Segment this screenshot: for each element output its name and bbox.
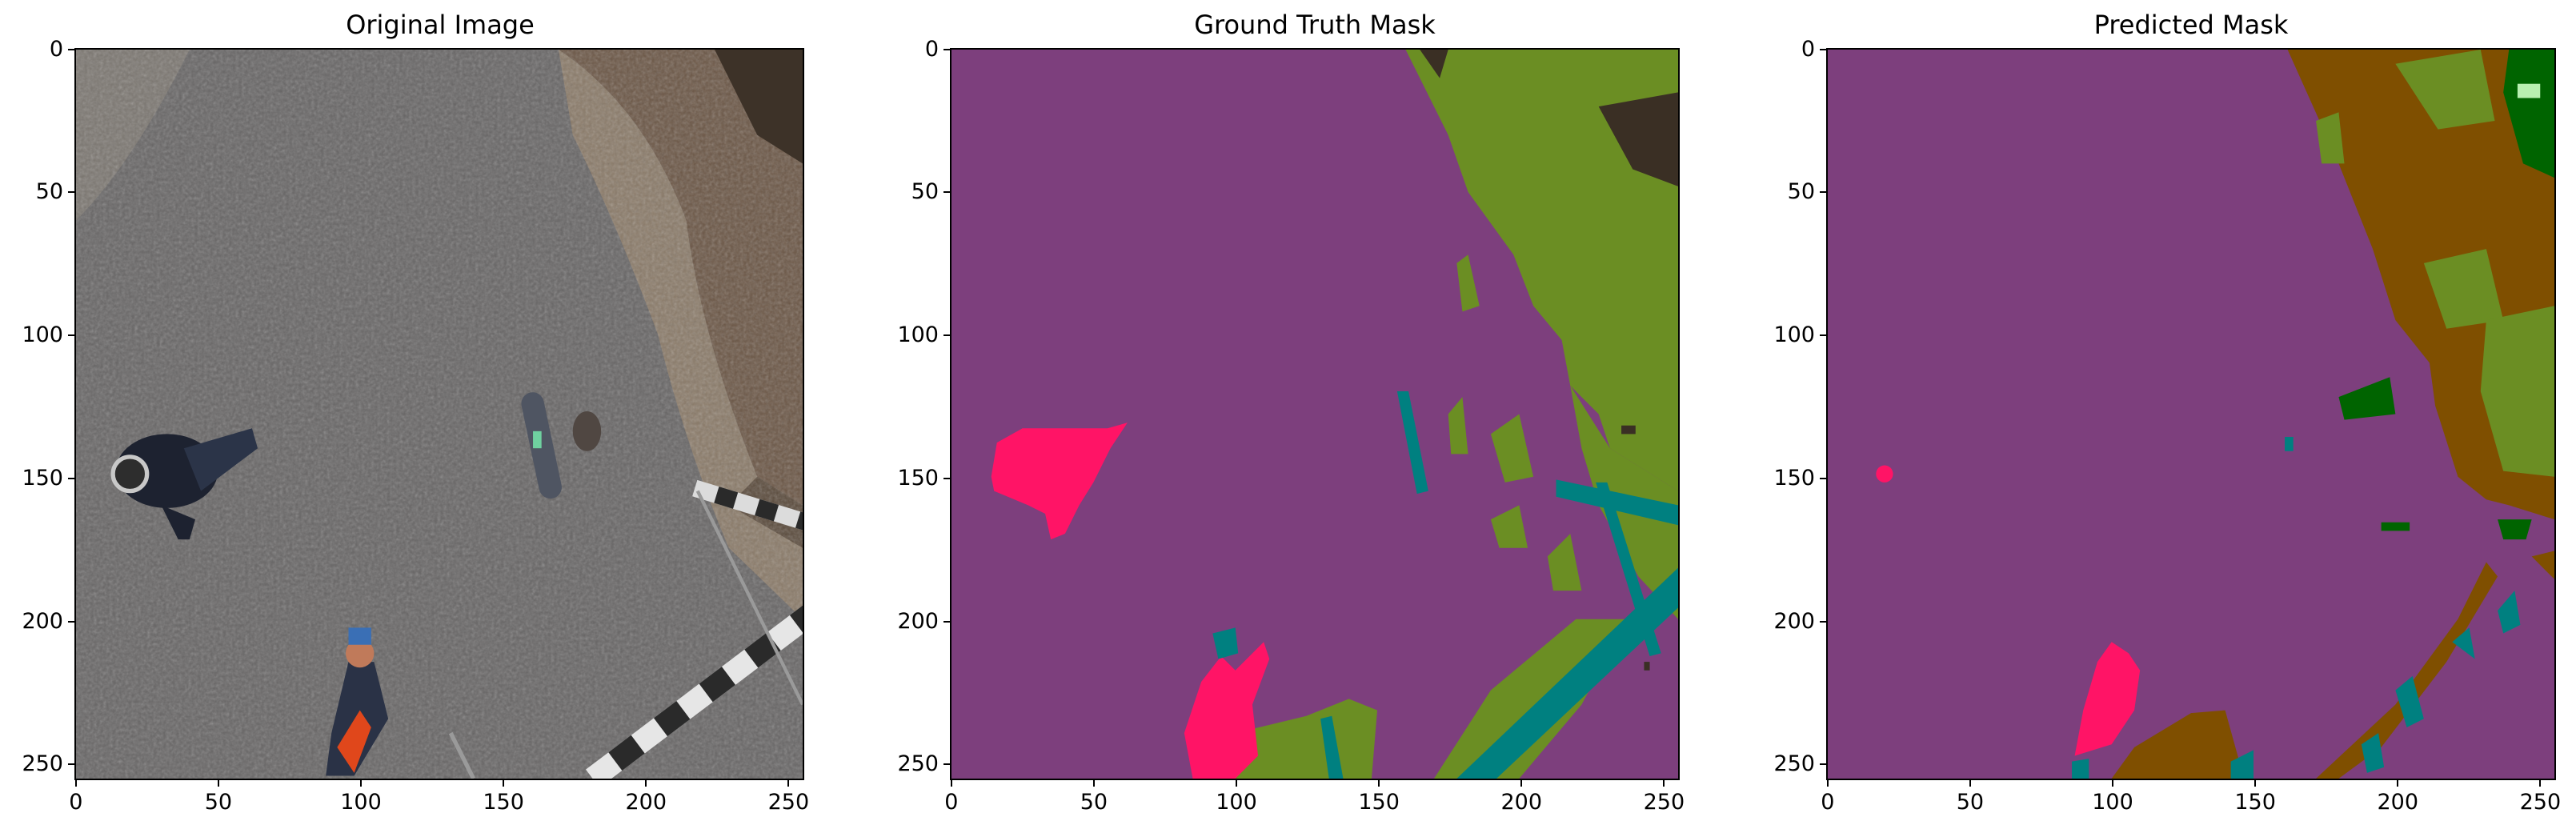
x-tick-mark bbox=[217, 780, 219, 787]
y-tick-label: 150 bbox=[22, 465, 63, 491]
y-tick-mark bbox=[68, 191, 74, 194]
x-tick-label: 250 bbox=[2519, 790, 2562, 815]
x-tick-label: 150 bbox=[1358, 790, 1400, 815]
y-tick-label: 50 bbox=[911, 179, 939, 205]
y-tick-label: 50 bbox=[1787, 179, 1815, 205]
x-tick-label: 0 bbox=[944, 790, 959, 815]
original-image-axes bbox=[74, 48, 804, 780]
x-tick-label: 250 bbox=[767, 790, 810, 815]
y-tick-label: 200 bbox=[22, 608, 63, 634]
y-tick-label: 200 bbox=[897, 608, 939, 634]
x-tick-mark bbox=[1520, 780, 1523, 787]
y-tick-label: 250 bbox=[897, 751, 939, 777]
y-tick-label: 0 bbox=[924, 36, 939, 62]
x-tick-label: 250 bbox=[1643, 790, 1685, 815]
x-tick-label: 100 bbox=[340, 790, 382, 815]
x-tick-label: 100 bbox=[1216, 790, 1257, 815]
x-tick-label: 200 bbox=[2377, 790, 2419, 815]
ground-truth-mask bbox=[951, 50, 1678, 779]
panel-title: Ground Truth Mask bbox=[1194, 10, 1436, 40]
x-tick-mark bbox=[1663, 780, 1665, 787]
y-tick-mark bbox=[943, 191, 950, 194]
x-tick-label: 0 bbox=[1821, 790, 1835, 815]
y-tick-mark bbox=[68, 334, 74, 337]
x-tick-mark bbox=[645, 780, 647, 787]
y-tick-label: 100 bbox=[897, 322, 939, 348]
x-tick-mark bbox=[1378, 780, 1380, 787]
y-tick-label: 0 bbox=[49, 36, 63, 62]
y-tick-label: 150 bbox=[897, 465, 939, 491]
y-tick-label: 250 bbox=[1773, 751, 1815, 777]
x-tick-mark bbox=[2254, 780, 2257, 787]
x-tick-mark bbox=[1826, 780, 1829, 787]
y-tick-mark bbox=[943, 334, 950, 337]
x-tick-label: 100 bbox=[2092, 790, 2133, 815]
y-tick-label: 100 bbox=[1773, 322, 1815, 348]
y-tick-mark bbox=[943, 763, 950, 766]
y-tick-mark bbox=[943, 620, 950, 623]
x-tick-mark bbox=[2397, 780, 2399, 787]
x-tick-label: 0 bbox=[69, 790, 83, 815]
x-tick-mark bbox=[1969, 780, 1971, 787]
x-tick-mark bbox=[1092, 780, 1095, 787]
panel-title: Original Image bbox=[346, 10, 535, 40]
y-tick-label: 0 bbox=[1801, 36, 1815, 62]
y-tick-label: 100 bbox=[22, 322, 63, 348]
x-tick-label: 150 bbox=[2234, 790, 2276, 815]
x-tick-label: 200 bbox=[1500, 790, 1543, 815]
x-tick-mark bbox=[503, 780, 505, 787]
y-tick-label: 250 bbox=[22, 751, 63, 777]
x-tick-label: 50 bbox=[1956, 790, 1985, 815]
y-tick-mark bbox=[1820, 191, 1826, 194]
predicted-axes bbox=[1826, 48, 2556, 780]
x-tick-label: 200 bbox=[625, 790, 667, 815]
x-tick-mark bbox=[1236, 780, 1238, 787]
y-tick-mark bbox=[1820, 48, 1826, 50]
y-tick-mark bbox=[943, 477, 950, 479]
x-tick-label: 50 bbox=[1080, 790, 1108, 815]
ground-truth-axes bbox=[950, 48, 1680, 780]
x-tick-mark bbox=[950, 780, 952, 787]
y-tick-mark bbox=[943, 48, 950, 50]
y-tick-mark bbox=[1820, 763, 1826, 766]
x-tick-mark bbox=[74, 780, 77, 787]
predicted-mask bbox=[1828, 50, 2554, 779]
x-tick-label: 50 bbox=[204, 790, 233, 815]
y-tick-mark bbox=[1820, 620, 1826, 623]
y-tick-label: 50 bbox=[35, 179, 63, 205]
panel-title: Predicted Mask bbox=[2093, 10, 2289, 40]
y-tick-mark bbox=[68, 48, 74, 50]
y-tick-label: 150 bbox=[1773, 465, 1815, 491]
y-tick-mark bbox=[68, 620, 74, 623]
x-tick-mark bbox=[2539, 780, 2542, 787]
y-tick-label: 200 bbox=[1773, 608, 1815, 634]
y-tick-mark bbox=[68, 477, 74, 479]
x-tick-label: 150 bbox=[483, 790, 524, 815]
y-tick-mark bbox=[1820, 334, 1826, 337]
original-image bbox=[76, 50, 803, 779]
x-tick-mark bbox=[2112, 780, 2114, 787]
y-tick-mark bbox=[1820, 477, 1826, 479]
x-tick-mark bbox=[360, 780, 363, 787]
x-tick-mark bbox=[787, 780, 790, 787]
y-tick-mark bbox=[68, 763, 74, 766]
